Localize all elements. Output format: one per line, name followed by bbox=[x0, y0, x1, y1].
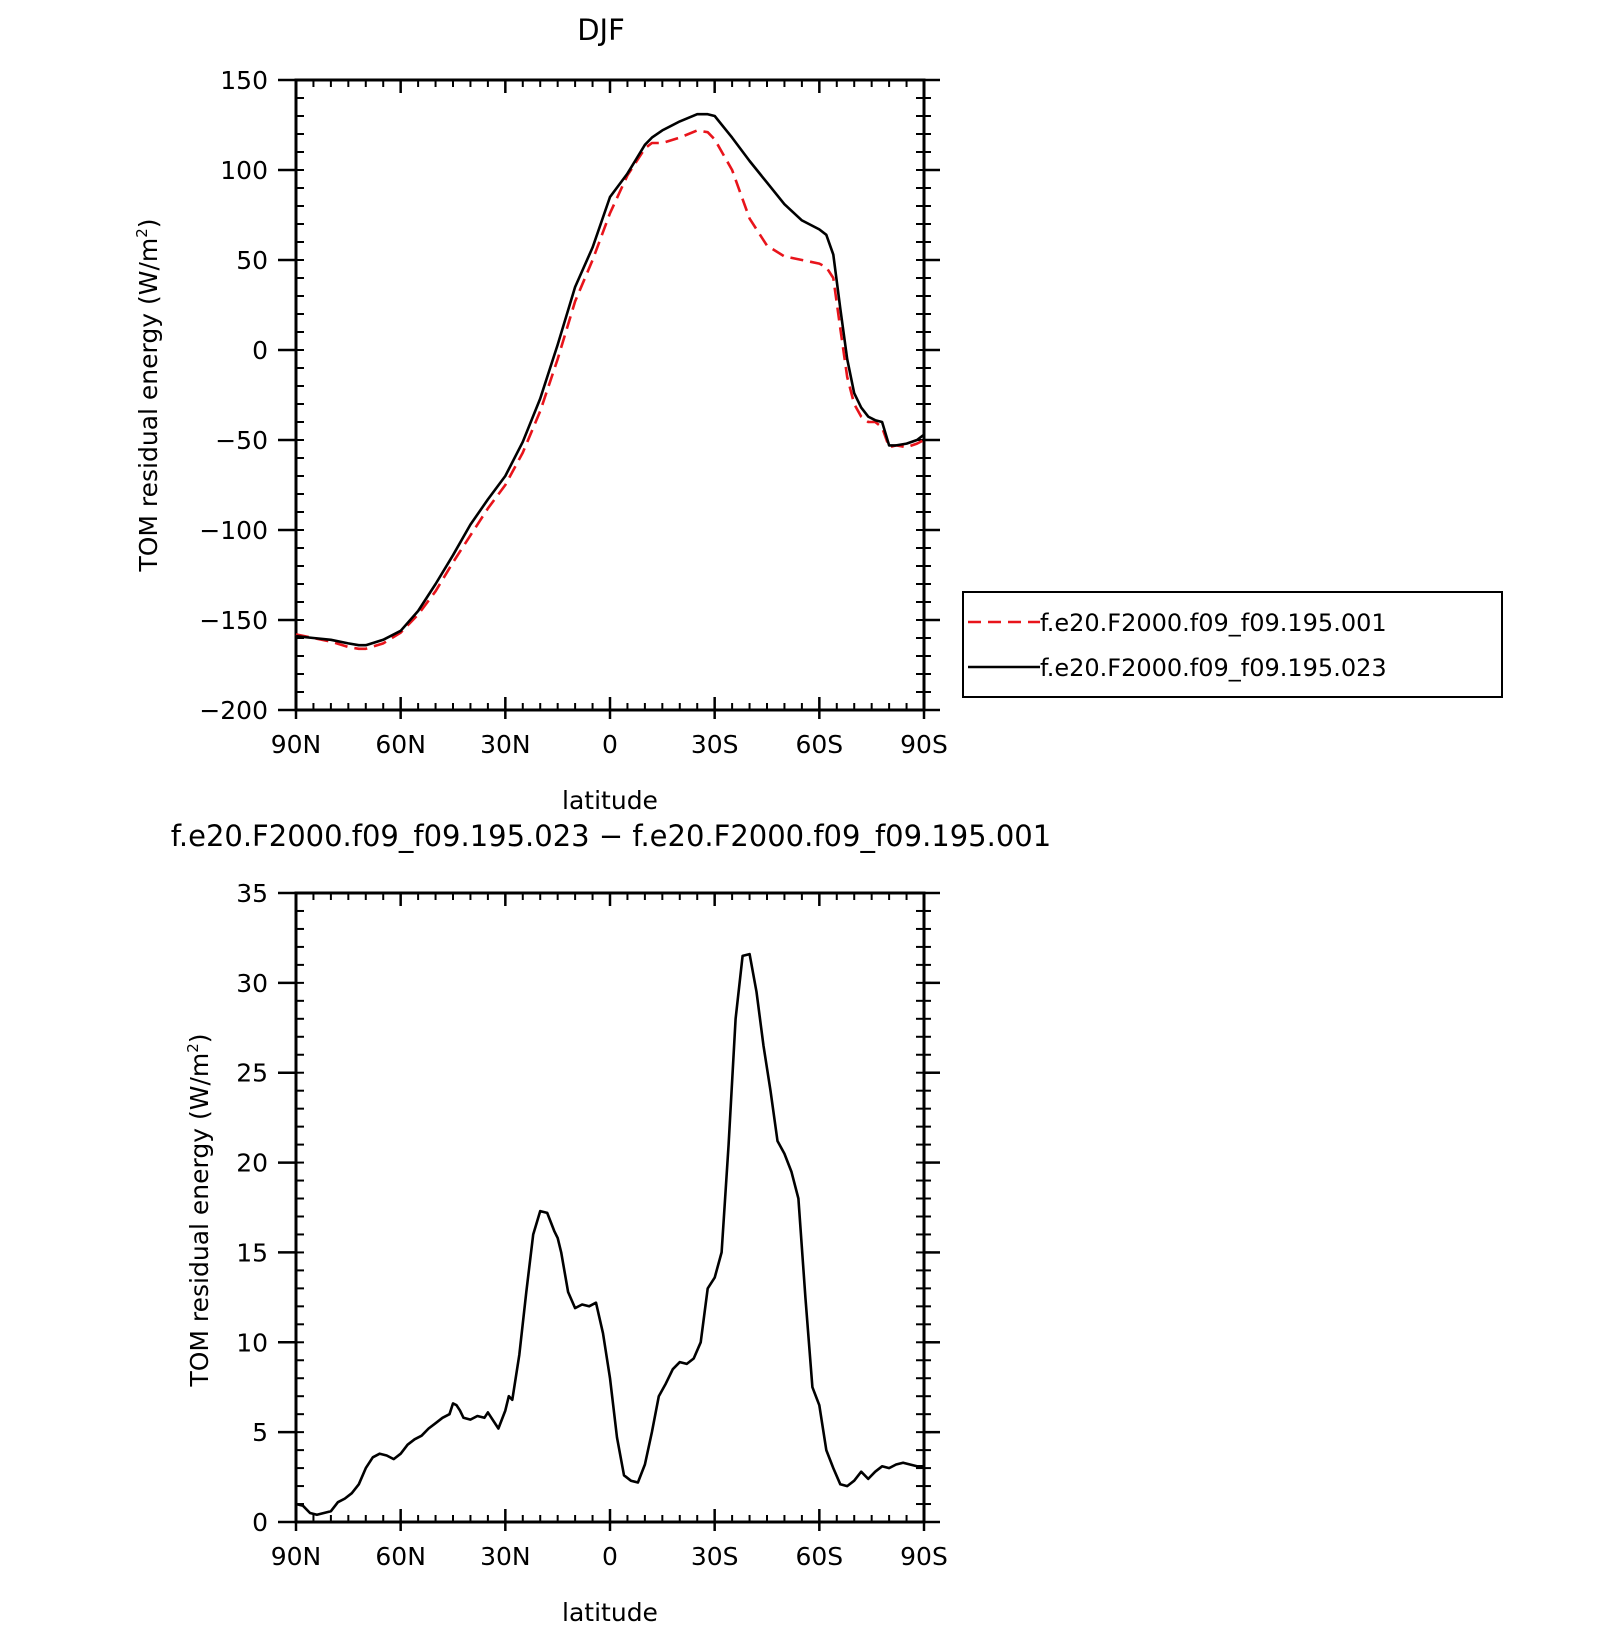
top-panel-y-tick-labels: 150 100 50 0 −50 −100 −150 −200 bbox=[199, 66, 268, 725]
bottom-panel-x-tick-labels: 90N 60N 30N 0 30S 60S 90S bbox=[271, 1542, 948, 1571]
top-panel-series-line-1 bbox=[295, 129, 925, 651]
bottom-panel-x-tick-label: 60N bbox=[375, 1542, 426, 1571]
bottom-panel-y-axis-label: TOM residual energy (W/m2) bbox=[184, 1033, 214, 1387]
legend-label-run-001: f.e20.F2000.f09_f09.195.001 bbox=[1040, 609, 1387, 637]
legend-box bbox=[962, 591, 1503, 698]
bottom-panel-y-tick-label: 10 bbox=[236, 1328, 268, 1357]
top-panel-ticks bbox=[278, 78, 940, 719]
bottom-panel-y-tick-label: 35 bbox=[236, 879, 268, 908]
bottom-panel-title: f.e20.F2000.f09_f09.195.023 − f.e20.F200… bbox=[171, 819, 1051, 853]
top-panel-x-tick-label: 90S bbox=[900, 730, 948, 759]
bottom-panel-plot-frame bbox=[294, 891, 926, 1524]
bottom-panel-series bbox=[295, 952, 924, 1517]
bottom-panel-x-tick-label: 30S bbox=[691, 1542, 739, 1571]
top-panel-y-tick-label: 0 bbox=[252, 336, 268, 365]
bottom-panel-y-axis-label-close: ) bbox=[185, 1033, 214, 1043]
top-panel-x-tick-label: 60S bbox=[795, 730, 843, 759]
bottom-panel-x-axis-label: latitude bbox=[562, 1598, 658, 1627]
bottom-panel-y-tick-label: 30 bbox=[236, 969, 268, 998]
top-panel-x-tick-label: 30N bbox=[480, 730, 531, 759]
top-panel-series bbox=[295, 112, 925, 651]
bottom-panel-y-tick-label: 25 bbox=[236, 1059, 268, 1088]
top-panel-x-axis-label: latitude bbox=[562, 786, 658, 815]
bottom-panel-y-tick-label: 5 bbox=[252, 1418, 268, 1447]
bottom-panel-y-tick-label: 20 bbox=[236, 1149, 268, 1178]
top-panel-y-tick-label: −50 bbox=[215, 426, 268, 455]
top-panel-y-axis-label-main: TOM residual energy (W/m bbox=[134, 238, 163, 573]
bottom-panel-y-axis-label-main: TOM residual energy (W/m bbox=[185, 1053, 214, 1388]
top-panel-x-tick-label: 0 bbox=[602, 730, 618, 759]
bottom-panel-y-tick-label: 0 bbox=[252, 1508, 268, 1537]
top-panel: DJF 90N 60N 30N 0 30S 60S 90S 150 100 50 0 −50 −100… bbox=[133, 13, 948, 815]
legend-label-run-023: f.e20.F2000.f09_f09.195.023 bbox=[1040, 654, 1387, 682]
top-panel-x-tick-label: 60N bbox=[375, 730, 426, 759]
top-panel-x-tick-labels: 90N 60N 30N 0 30S 60S 90S bbox=[271, 730, 948, 759]
bottom-panel-y-axis-label-superscript: 2 bbox=[184, 1043, 202, 1053]
top-panel-y-tick-label: −150 bbox=[199, 606, 268, 635]
top-panel-y-axis-label: TOM residual energy (W/m2) bbox=[133, 218, 163, 572]
top-panel-series-line-2 bbox=[295, 112, 925, 647]
bottom-panel-ticks bbox=[278, 891, 940, 1531]
legend: f.e20.F2000.f09_f09.195.001 f.e20.F2000.… bbox=[962, 591, 1503, 698]
top-panel-title: DJF bbox=[577, 13, 625, 47]
top-panel-x-tick-label: 90N bbox=[271, 730, 322, 759]
top-panel-y-tick-label: −200 bbox=[199, 696, 268, 725]
top-panel-y-tick-label: −100 bbox=[199, 516, 268, 545]
bottom-panel-series-line-1 bbox=[295, 952, 924, 1517]
bottom-panel-y-tick-labels: 35 30 25 20 15 10 5 0 bbox=[236, 879, 268, 1537]
top-panel-y-axis-label-superscript: 2 bbox=[133, 228, 151, 238]
top-panel-plot-frame bbox=[294, 78, 926, 712]
bottom-panel-x-tick-label: 0 bbox=[602, 1542, 618, 1571]
bottom-panel-x-tick-label: 60S bbox=[795, 1542, 843, 1571]
top-panel-y-tick-label: 50 bbox=[236, 246, 268, 275]
bottom-panel-x-tick-label: 30N bbox=[480, 1542, 531, 1571]
top-panel-y-axis-label-close: ) bbox=[134, 218, 163, 228]
bottom-panel-x-tick-label: 90N bbox=[271, 1542, 322, 1571]
bottom-panel: f.e20.F2000.f09_f09.195.023 − f.e20.F200… bbox=[171, 819, 1051, 1627]
bottom-panel-y-tick-label: 15 bbox=[236, 1238, 268, 1267]
top-panel-x-tick-label: 30S bbox=[691, 730, 739, 759]
bottom-panel-x-tick-label: 90S bbox=[900, 1542, 948, 1571]
top-panel-y-tick-label: 150 bbox=[220, 66, 268, 95]
top-panel-y-tick-label: 100 bbox=[220, 156, 268, 185]
